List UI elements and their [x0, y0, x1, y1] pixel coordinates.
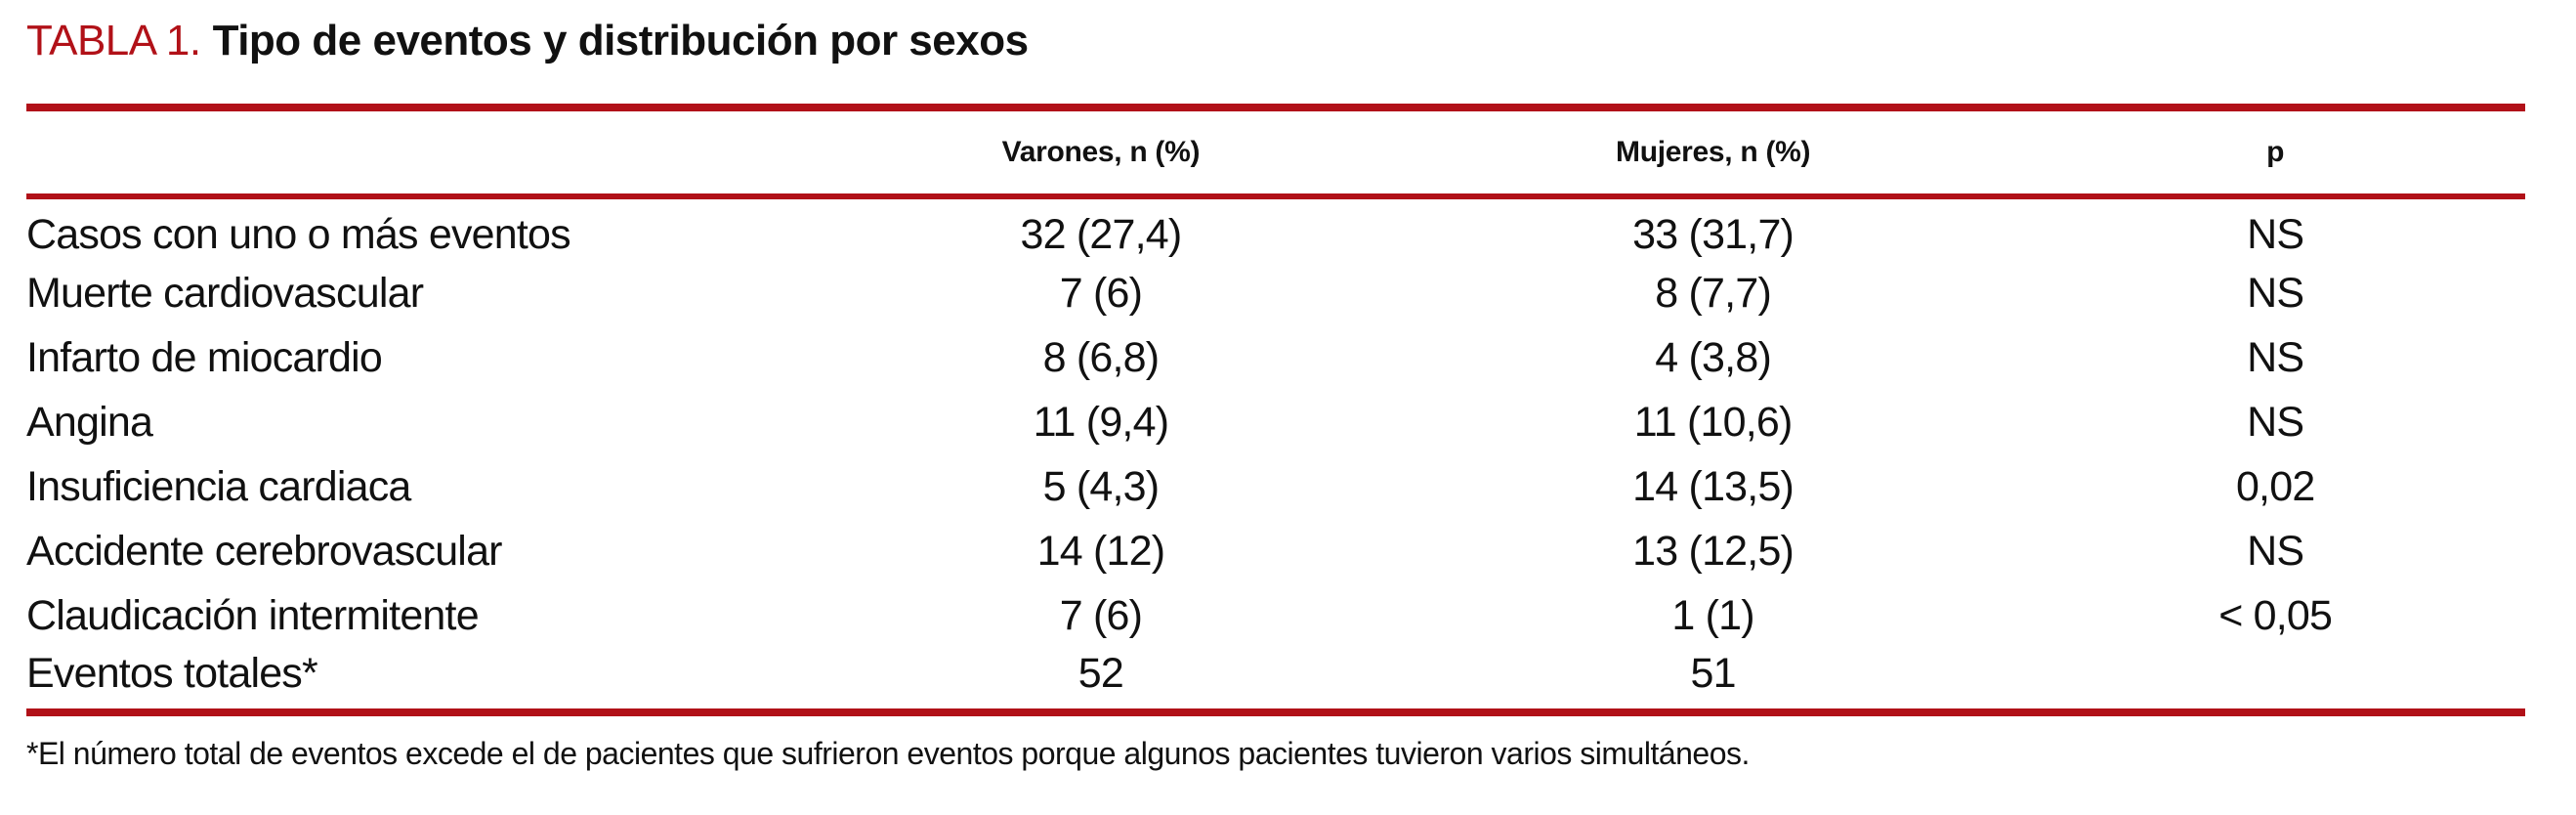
- mujeres-value: 51: [1690, 649, 1737, 697]
- table-caption-title: Tipo de eventos y distribución por sexos: [212, 17, 1029, 64]
- mujeres-value: 33 (31,7): [1632, 211, 1795, 258]
- table-row: Insuficiencia cardiaca 5 (4,3) 14 (13,5)…: [26, 454, 2525, 519]
- row-label: Claudicación intermitente: [26, 591, 480, 639]
- p-value: NS: [2247, 333, 2304, 381]
- col-header-p: p: [2025, 107, 2525, 199]
- table-row: Muerte cardiovascular 7 (6) 8 (7,7) NS: [26, 261, 2525, 325]
- p-value: NS: [2247, 398, 2304, 446]
- table-row: Infarto de miocardio 8 (6,8) 4 (3,8) NS: [26, 325, 2525, 390]
- p-value: NS: [2247, 211, 2304, 258]
- table-row: Casos con uno o más eventos 32 (27,4) 33…: [26, 196, 2525, 261]
- table-row: Eventos totales* 52 51: [26, 648, 2525, 712]
- varones-value: 7 (6): [1059, 269, 1143, 317]
- mujeres-value: 13 (12,5): [1632, 527, 1795, 575]
- varones-value: 5 (4,3): [1042, 462, 1160, 510]
- mujeres-value: 4 (3,8): [1655, 333, 1771, 381]
- varones-value: 52: [1077, 649, 1124, 697]
- table-row: Claudicación intermitente 7 (6) 1 (1) < …: [26, 583, 2525, 648]
- col-header-varones: Varones, n (%): [800, 107, 1401, 199]
- mujeres-value: 14 (13,5): [1632, 462, 1795, 510]
- p-value: NS: [2247, 527, 2304, 575]
- varones-value: 11 (9,4): [1033, 398, 1169, 446]
- varones-value: 8 (6,8): [1042, 333, 1160, 381]
- table-caption-label: TABLA 1.: [26, 17, 201, 64]
- p-value: NS: [2247, 269, 2304, 317]
- p-value: < 0,05: [2218, 591, 2333, 639]
- row-label: Accidente cerebrovascular: [26, 527, 503, 575]
- table-caption: TABLA 1. Tipo de eventos y distribución p…: [26, 16, 2525, 66]
- varones-value: 7 (6): [1059, 591, 1143, 639]
- row-label: Infarto de miocardio: [26, 333, 383, 381]
- mujeres-value: 8 (7,7): [1655, 269, 1771, 317]
- table-row: Angina 11 (9,4) 11 (10,6) NS: [26, 390, 2525, 454]
- row-label: Insuficiencia cardiaca: [26, 462, 411, 510]
- header-row: Varones, n (%) Mujeres, n (%) p: [26, 107, 2525, 199]
- table-footnote: *El número total de eventos excede el de…: [26, 736, 1750, 771]
- table-row: Accidente cerebrovascular 14 (12) 13 (12…: [26, 519, 2525, 583]
- p-value: 0,02: [2235, 462, 2315, 510]
- mujeres-value: 11 (10,6): [1633, 398, 1794, 446]
- col-header-mujeres: Mujeres, n (%): [1400, 107, 2026, 199]
- col-header-empty: [26, 107, 801, 199]
- p-value: [2025, 648, 2525, 712]
- row-label: Angina: [26, 398, 153, 446]
- row-label: Eventos totales*: [26, 649, 318, 697]
- varones-value: 14 (12): [1036, 527, 1165, 575]
- events-by-sex-table: Varones, n (%) Mujeres, n (%) p Casos co…: [26, 104, 2525, 716]
- row-label: Casos con uno o más eventos: [26, 211, 571, 258]
- mujeres-value: 1 (1): [1671, 591, 1754, 639]
- varones-value: 32 (27,4): [1020, 211, 1182, 258]
- row-label: Muerte cardiovascular: [26, 269, 424, 317]
